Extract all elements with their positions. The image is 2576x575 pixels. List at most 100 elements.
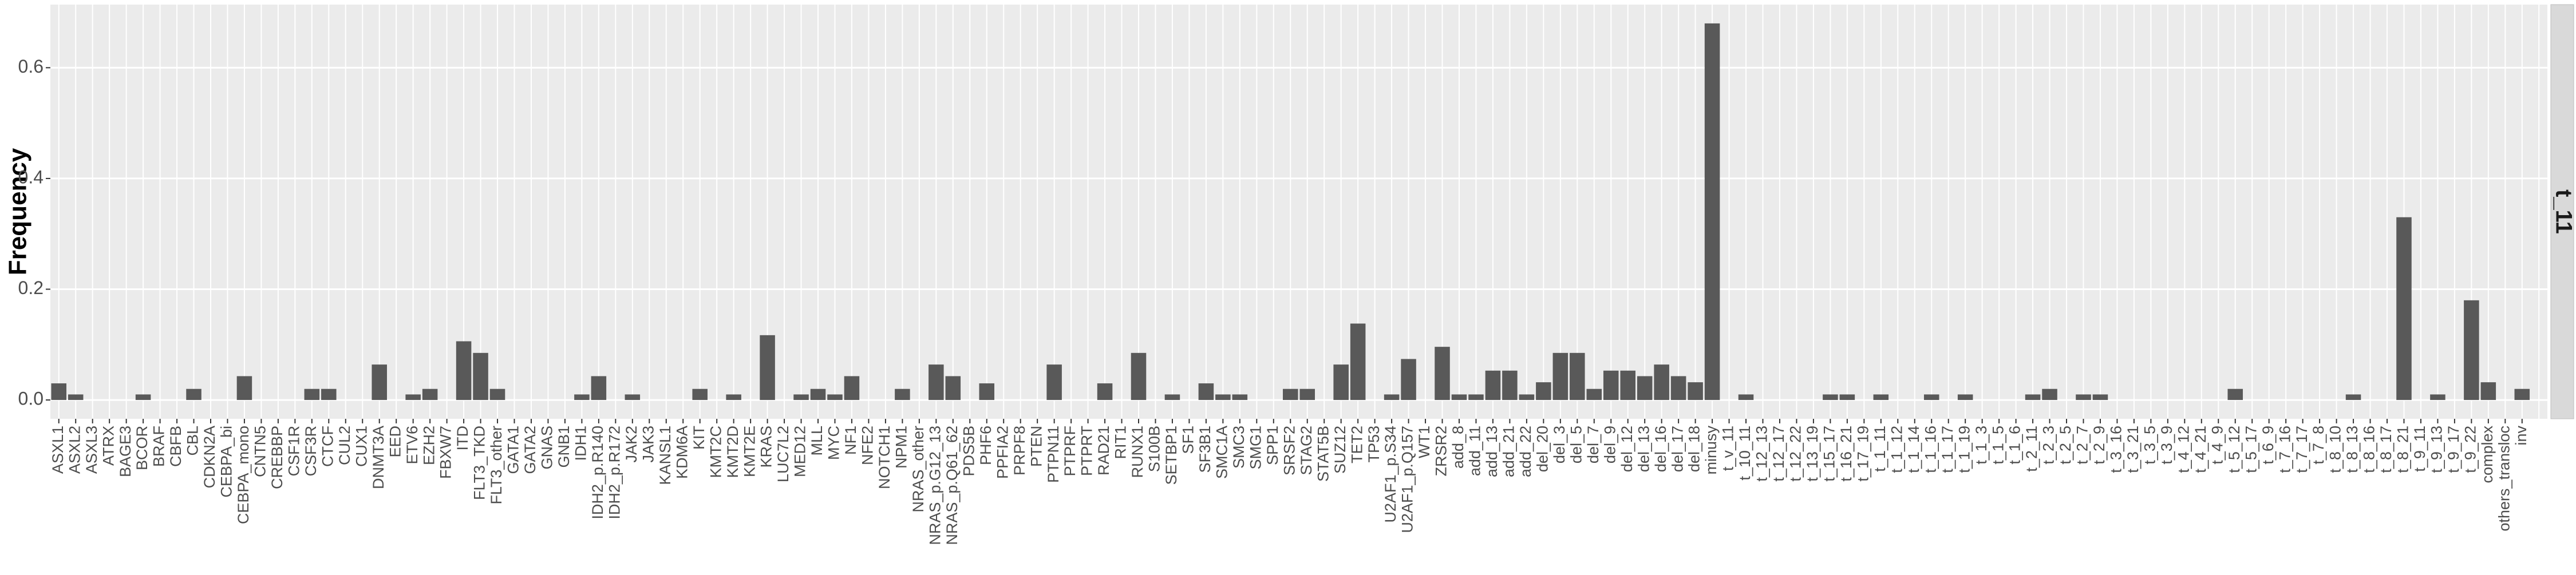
- x-tick-label: KMT2E: [741, 426, 758, 477]
- x-tick-label: t_9_17: [2445, 426, 2462, 473]
- x-tick-label: SMG1: [1247, 426, 1264, 470]
- x-tick-label: PTPRT: [1078, 426, 1096, 476]
- x-tick-label: NRAS_other: [910, 426, 927, 513]
- x-tick-label: CUX1: [353, 426, 370, 467]
- bar: [68, 394, 84, 400]
- bar: [1536, 382, 1551, 400]
- x-tick-label: RUNX1: [1129, 426, 1146, 478]
- x-tick-label: t_3_16: [2108, 426, 2125, 473]
- bar: [692, 388, 708, 400]
- bar: [810, 388, 826, 400]
- bar: [2092, 394, 2108, 400]
- facet-strip: [2550, 4, 2574, 419]
- bar: [1823, 394, 1838, 400]
- x-tick-label: complex: [2479, 426, 2496, 483]
- x-tick-label: KRAS: [758, 426, 775, 468]
- bar: [2430, 394, 2445, 400]
- x-tick-label: RAD21: [1095, 426, 1112, 475]
- x-tick-label: BAGE3: [117, 426, 134, 477]
- bar: [574, 394, 590, 400]
- x-tick-label: JAK3: [639, 426, 657, 463]
- x-tick-label: ITD: [454, 426, 471, 451]
- x-tick-label: BCOR: [133, 426, 151, 470]
- bar: [844, 376, 860, 400]
- x-tick-label: CEBPA_mono: [235, 426, 252, 524]
- x-tick-label: PPFIA2: [994, 426, 1011, 479]
- x-tick-label: t_1_5: [1989, 426, 2006, 465]
- x-tick-label: del_18: [1686, 426, 1703, 472]
- x-tick-label: t_12_17: [1770, 426, 1787, 482]
- x-tick-label: TP53: [1365, 426, 1382, 463]
- x-tick-label: t_8_17: [2377, 426, 2395, 473]
- x-tick-label: MED12: [792, 426, 809, 477]
- x-tick-label: SF1: [1180, 426, 1197, 454]
- x-tick-label: SPP1: [1264, 426, 1281, 465]
- x-tick-label: ZRSR2: [1433, 426, 1450, 477]
- x-tick-label: LUC7L2: [775, 426, 792, 482]
- x-tick-label: CDKN2A: [201, 426, 218, 489]
- x-tick-label: t_7_8: [2310, 426, 2327, 465]
- bar: [1738, 394, 1754, 400]
- x-tick-label: t_8_21: [2395, 426, 2412, 473]
- bar: [1435, 347, 1450, 400]
- x-tick-label: ATRX: [100, 426, 117, 466]
- x-tick-label: IDH2_p.R140: [589, 426, 606, 520]
- bar: [726, 394, 741, 400]
- bar: [1957, 394, 1973, 400]
- x-tick-label: ASXL3: [83, 426, 100, 474]
- bar: [2042, 388, 2057, 400]
- x-tick-label: KANSL1: [657, 426, 674, 485]
- x-tick-label: NRAS_p.Q61_62: [943, 426, 961, 545]
- bar: [895, 388, 910, 400]
- x-tick-label: t_3_5: [2142, 426, 2159, 465]
- bar: [945, 376, 961, 400]
- x-tick-label: SMC3: [1230, 426, 1247, 469]
- bar: [1670, 376, 1686, 400]
- bar: [1468, 394, 1484, 400]
- facet-label: t_11: [2551, 189, 2576, 234]
- y-tick-label: 0.0: [18, 388, 44, 409]
- bar: [1215, 394, 1231, 400]
- bar: [1232, 394, 1248, 400]
- x-tick-label: t_8_13: [2344, 426, 2361, 473]
- x-tick-label: minusy: [1702, 426, 1720, 475]
- bar: [2025, 394, 2041, 400]
- x-tick-label: t_5_12: [2226, 426, 2243, 473]
- x-tick-label: t_1_6: [2006, 426, 2024, 465]
- bar: [1603, 370, 1619, 400]
- x-tick-label: others_transloc: [2495, 426, 2512, 532]
- bar: [1654, 364, 1669, 400]
- bar: [1485, 370, 1501, 400]
- x-tick-label: t_13_19: [1804, 426, 1821, 482]
- bar: [2076, 394, 2091, 400]
- bar: [1097, 383, 1113, 400]
- x-tick-label: KIT: [690, 426, 708, 450]
- bar: [489, 388, 505, 400]
- x-tick-label: t_4_21: [2192, 426, 2209, 473]
- x-tick-label: t_1_3: [1973, 426, 1990, 465]
- x-tick-label: IDH2_p.R172: [606, 426, 623, 520]
- bar: [591, 376, 607, 400]
- x-tick-label: t_1_14: [1905, 426, 1922, 473]
- x-tick-label: t_17_19: [1854, 426, 1871, 482]
- x-tick-label: t_2_9: [2091, 426, 2108, 465]
- x-tick-label: SMC1A: [1213, 426, 1230, 479]
- x-tick-label: PTPN11: [1045, 426, 1062, 483]
- bar: [304, 388, 320, 400]
- x-tick-label: CNTN5: [252, 426, 269, 477]
- x-tick-label: PTPRF: [1061, 426, 1078, 477]
- x-tick-label: t_1_16: [1922, 426, 1939, 473]
- y-axis-title: Frequency: [4, 148, 32, 275]
- bar: [473, 352, 488, 400]
- bar: [186, 388, 202, 400]
- x-tick-label: JAK2: [623, 426, 640, 463]
- x-tick-label: t_3_21: [2124, 426, 2142, 473]
- bar: [1198, 383, 1214, 400]
- bar: [1586, 388, 1602, 400]
- x-tick-label: EED: [386, 426, 404, 458]
- x-tick-label: add_21: [1500, 426, 1518, 477]
- bar: [51, 383, 66, 400]
- x-tick-label: CUL2: [336, 426, 353, 465]
- bar: [135, 394, 151, 400]
